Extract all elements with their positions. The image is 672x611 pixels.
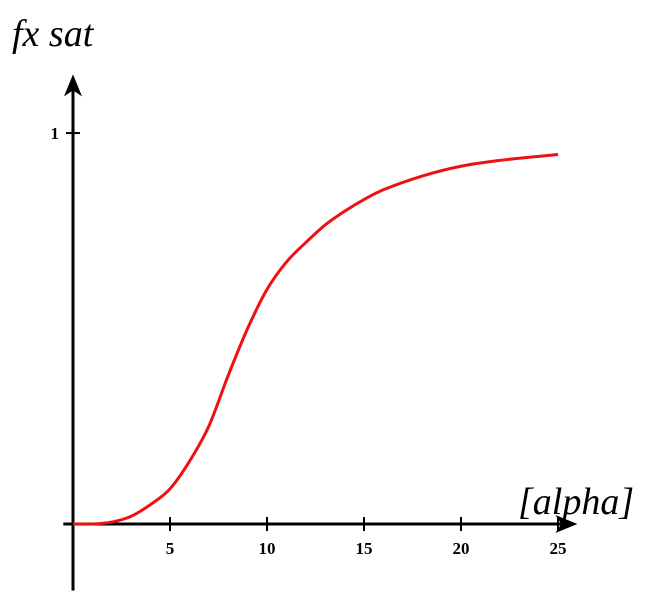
y-arrow <box>64 74 82 97</box>
x-tick-label: 10 <box>259 539 276 558</box>
x-axis-label: [alpha] <box>518 481 634 523</box>
x-tick-label: 20 <box>453 539 470 558</box>
y-tick-label: 1 <box>51 124 60 143</box>
curve <box>72 153 559 526</box>
x-arrow <box>555 515 578 534</box>
x-tick-label: 15 <box>356 539 373 558</box>
chart-title: fx sat <box>12 13 95 55</box>
x-tick-label: 5 <box>166 539 175 558</box>
x-tick-label: 25 <box>550 539 567 558</box>
